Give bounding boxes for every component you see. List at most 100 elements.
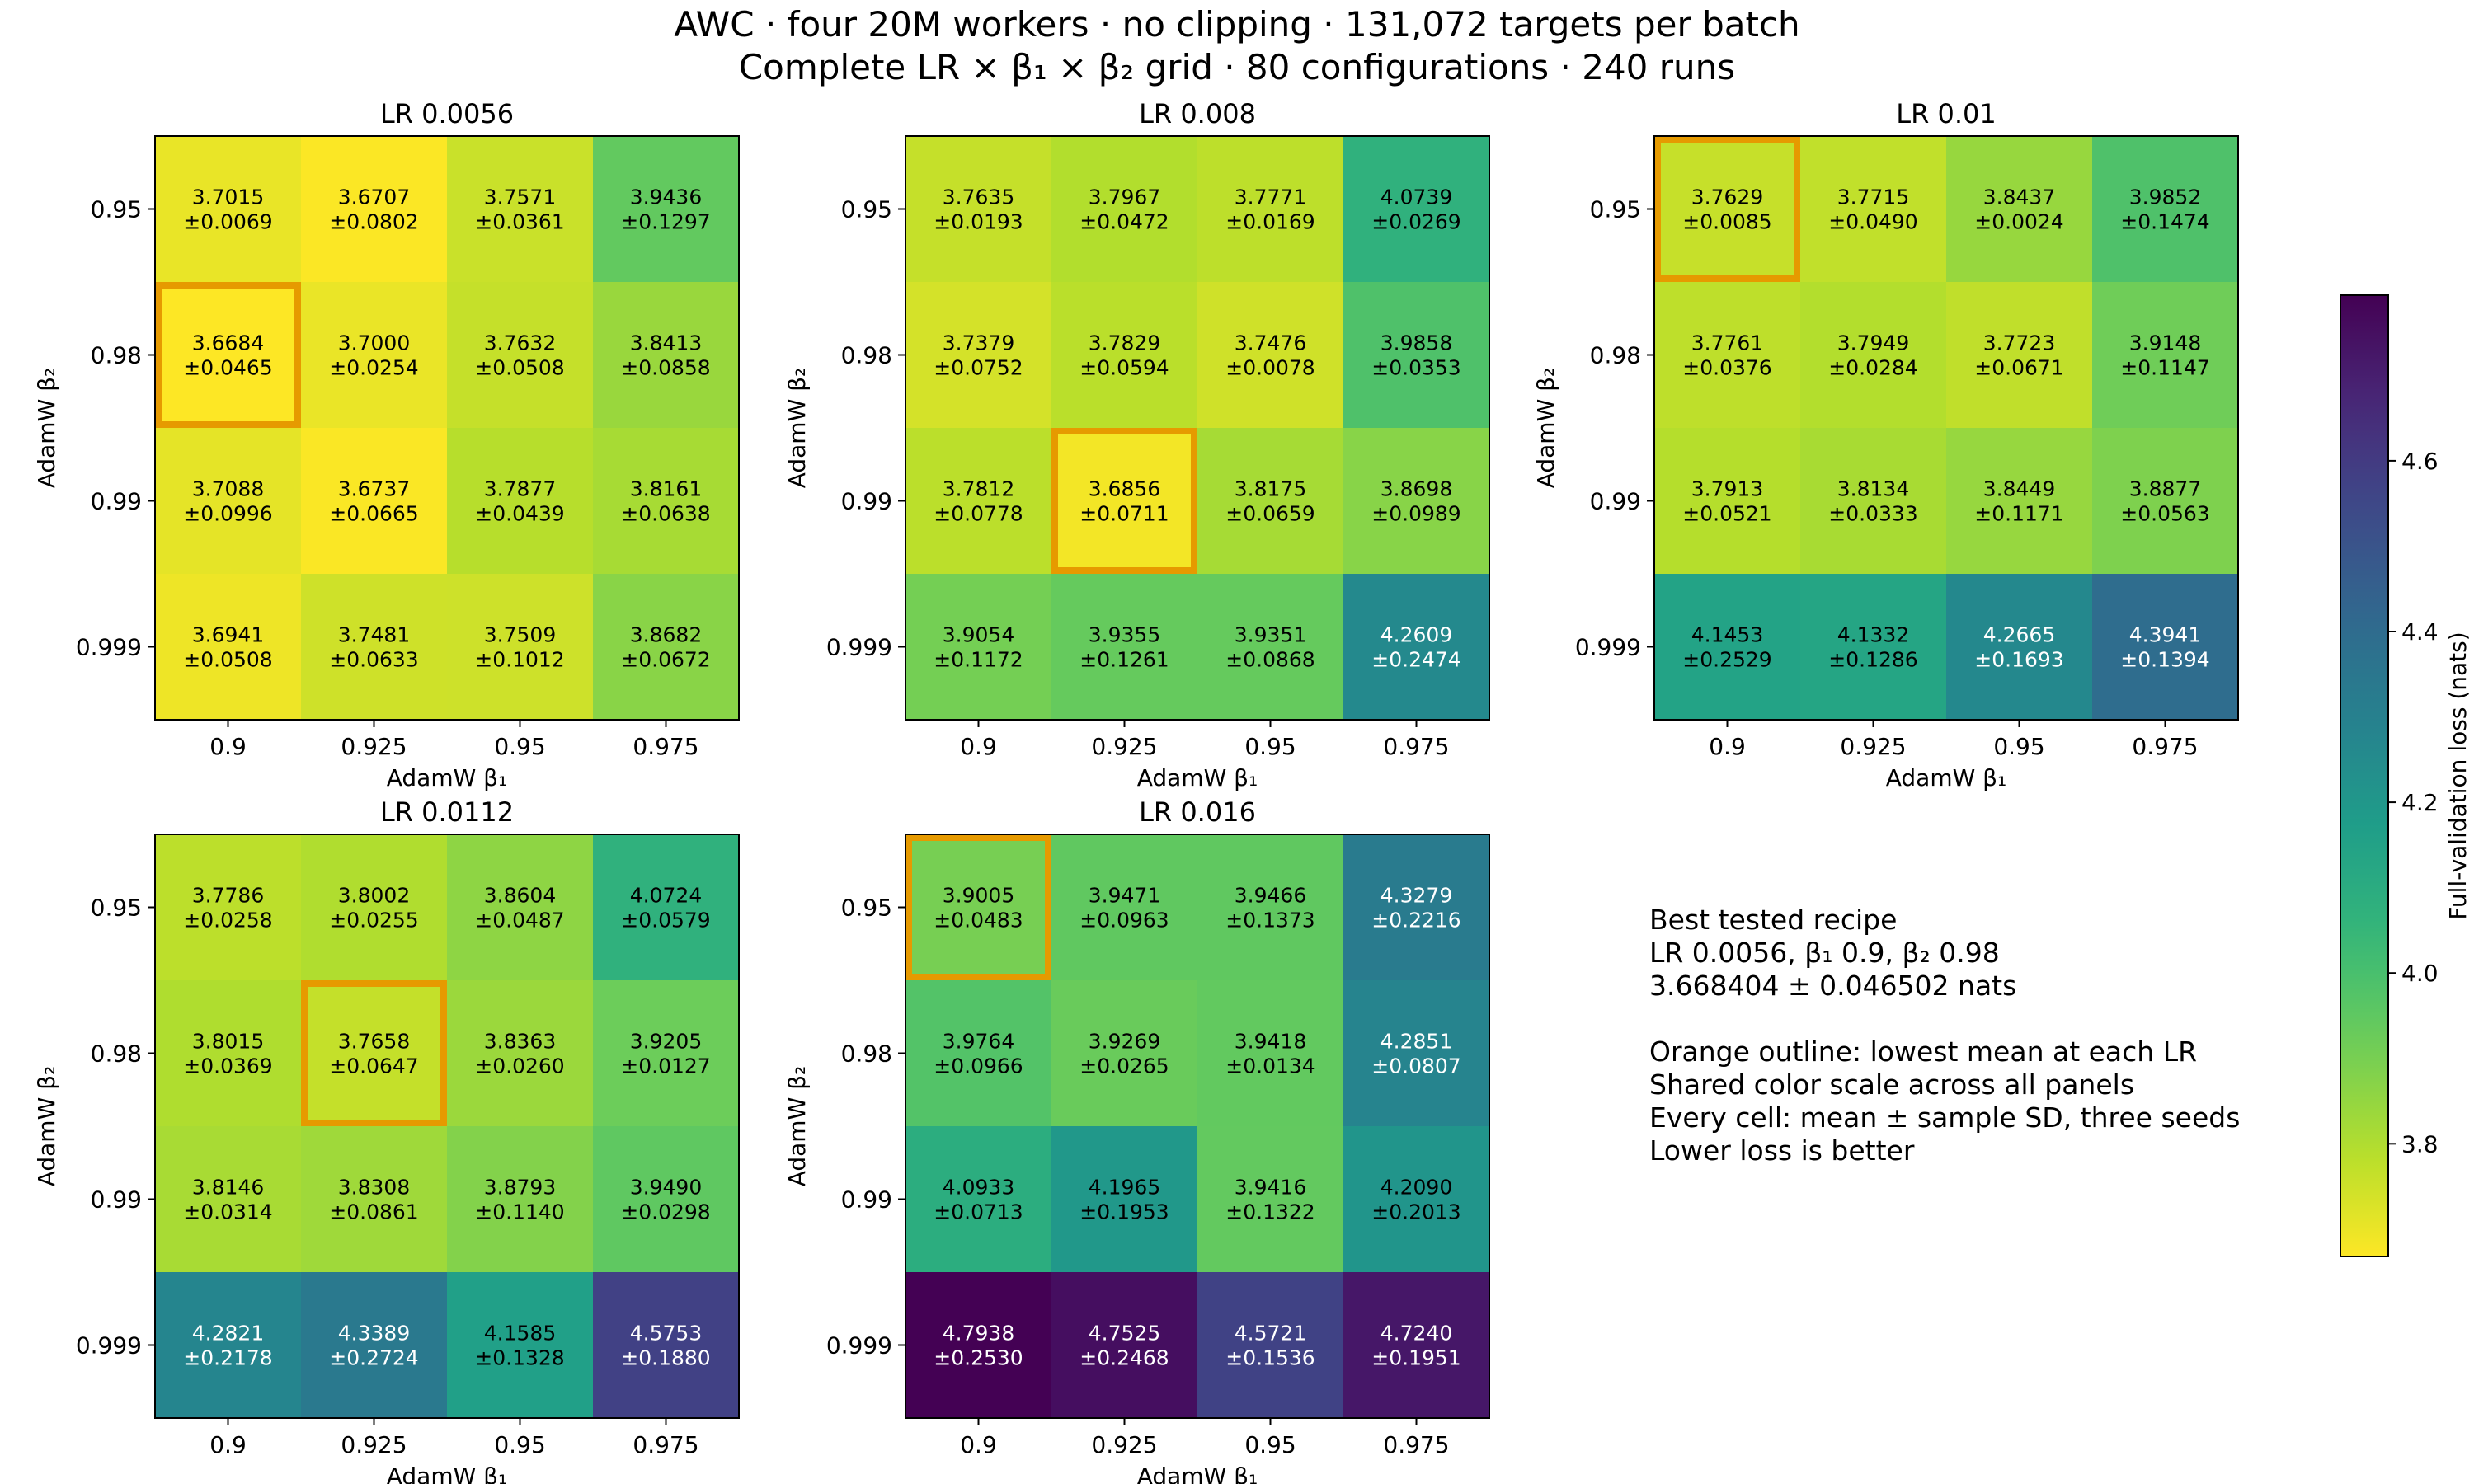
cell-mean-label: 4.1585 [484, 1322, 556, 1345]
heatmap-cell [1800, 428, 1946, 574]
cell-mean-label: 3.6737 [338, 477, 410, 501]
y-tick-label: 0.999 [826, 1332, 892, 1360]
cell-sd-label: ±0.1951 [1371, 1346, 1460, 1370]
cell-sd-label: ±0.0989 [1371, 502, 1460, 526]
cell-mean-label: 4.2665 [1983, 623, 2055, 647]
cell-sd-label: ±0.2530 [934, 1346, 1023, 1370]
heatmap-cell [905, 980, 1051, 1126]
cell-sd-label: ±0.0439 [475, 502, 564, 526]
heatmap-cell [1654, 136, 1800, 282]
heatmap-cell [301, 1126, 447, 1272]
heatmap-cell [155, 428, 301, 574]
cell-mean-label: 3.7715 [1837, 186, 1909, 209]
heatmap-cell [301, 574, 447, 720]
heatmap-cell [447, 1126, 593, 1272]
cell-mean-label: 3.7379 [943, 331, 1014, 355]
cell-mean-label: 3.7761 [1691, 331, 1763, 355]
cell-mean-label: 3.9054 [943, 623, 1014, 647]
cell-sd-label: ±0.0258 [183, 909, 272, 932]
cell-mean-label: 3.9205 [630, 1030, 702, 1054]
cell-mean-label: 3.7088 [192, 477, 264, 501]
x-tick-label: 0.975 [2132, 733, 2198, 760]
cell-sd-label: ±0.2529 [1682, 648, 1771, 672]
heatmap-cell [447, 428, 593, 574]
panel-frame [905, 834, 1490, 1419]
cell-sd-label: ±0.0369 [183, 1054, 272, 1078]
cell-sd-label: ±0.0078 [1225, 356, 1315, 380]
heatmap-cell [1051, 574, 1197, 720]
y-tick-label: 0.999 [76, 1332, 142, 1360]
cell-mean-label: 3.9418 [1235, 1030, 1306, 1054]
cell-sd-label: ±0.1286 [1828, 648, 1917, 672]
note-shared-scale: Shared color scale across all panels [1649, 1068, 2135, 1101]
cell-sd-label: ±0.2724 [329, 1346, 418, 1370]
cell-mean-label: 4.2821 [192, 1322, 264, 1345]
best-cell-outline [1654, 136, 1800, 282]
heatmap-panel: LR 0.008 3.7635±0.0193 3.7967±0.0472 3.7771… [783, 98, 1490, 791]
heatmap-cell [2092, 282, 2238, 428]
heatmap-cell [593, 834, 739, 980]
cell-sd-label: ±0.0376 [1682, 356, 1771, 380]
x-tick-label: 0.975 [633, 733, 698, 760]
cell-mean-label: 3.7949 [1837, 331, 1909, 355]
cell-sd-label: ±0.0284 [1828, 356, 1917, 380]
cell-mean-label: 3.6941 [192, 623, 264, 647]
x-axis-label: AdamW β₁ [1886, 764, 2007, 791]
cell-mean-label: 3.6856 [1089, 477, 1160, 501]
cell-sd-label: ±0.0711 [1079, 502, 1169, 526]
cell-mean-label: 3.8015 [192, 1030, 264, 1054]
cell-sd-label: ±0.0521 [1682, 502, 1771, 526]
cell-sd-label: ±0.0361 [475, 210, 564, 234]
x-tick-label: 0.975 [1383, 733, 1449, 760]
panel-frame [905, 135, 1490, 721]
cell-sd-label: ±0.0254 [329, 356, 418, 380]
cell-sd-label: ±0.0858 [621, 356, 710, 380]
cell-sd-label: ±0.0672 [621, 648, 710, 672]
cell-sd-label: ±0.1140 [475, 1200, 564, 1224]
y-tick-label: 0.98 [841, 342, 892, 369]
cell-mean-label: 4.1332 [1837, 623, 1909, 647]
cell-mean-label: 4.2609 [1380, 623, 1452, 647]
y-axis-label: AdamW β₂ [33, 368, 60, 489]
heatmap-cell [1197, 1126, 1343, 1272]
y-tick-label: 0.99 [841, 488, 892, 515]
heatmap-cell [1197, 574, 1343, 720]
heatmap-cell [1946, 136, 2092, 282]
best-cell-outline [155, 282, 301, 428]
cell-sd-label: ±0.0465 [183, 356, 272, 380]
cell-sd-label: ±0.1328 [475, 1346, 564, 1370]
heatmap-cell [1343, 428, 1489, 574]
cell-sd-label: ±0.2468 [1079, 1346, 1169, 1370]
x-tick-label: 0.9 [960, 1431, 997, 1458]
x-axis-label: AdamW β₁ [1137, 764, 1258, 791]
cell-sd-label: ±0.0127 [621, 1054, 710, 1078]
cell-mean-label: 4.7525 [1089, 1322, 1160, 1345]
best-cell-outline [301, 980, 447, 1126]
cell-mean-label: 4.5753 [630, 1322, 702, 1345]
panel-frame [1653, 135, 2239, 721]
cell-sd-label: ±0.0508 [475, 356, 564, 380]
heatmap-cell [301, 1272, 447, 1418]
y-axis-label: AdamW β₂ [1532, 368, 1559, 489]
y-tick-label: 0.95 [1590, 196, 1641, 223]
heatmap-panel: LR 0.0112 3.7786±0.0258 3.8002±0.0255 3.860… [33, 796, 740, 1484]
x-tick-label: 0.95 [1993, 733, 2044, 760]
heatmap-cell [593, 1126, 739, 1272]
cell-sd-label: ±0.0169 [1225, 210, 1315, 234]
cell-mean-label: 3.7629 [1691, 186, 1763, 209]
heatmap-cell [593, 282, 739, 428]
heatmap-cell [447, 1272, 593, 1418]
colorbar: 3.8 4.0 4.2 4.4 4.6 Full-validation loss (nat… [2340, 294, 2472, 1257]
cell-sd-label: ±0.0298 [621, 1200, 710, 1224]
heatmap-cell [1343, 980, 1489, 1126]
cell-sd-label: ±0.0269 [1371, 210, 1460, 234]
cell-mean-label: 3.6707 [338, 186, 410, 209]
heatmap-cell [155, 834, 301, 980]
note-cell-format: Every cell: mean ± sample SD, three seed… [1649, 1101, 2241, 1134]
x-axis-label: AdamW β₁ [1137, 1463, 1258, 1484]
x-tick-label: 0.9 [209, 733, 247, 760]
y-tick-label: 0.95 [91, 895, 142, 922]
y-tick-label: 0.999 [826, 634, 892, 661]
heatmap-cell [905, 1126, 1051, 1272]
